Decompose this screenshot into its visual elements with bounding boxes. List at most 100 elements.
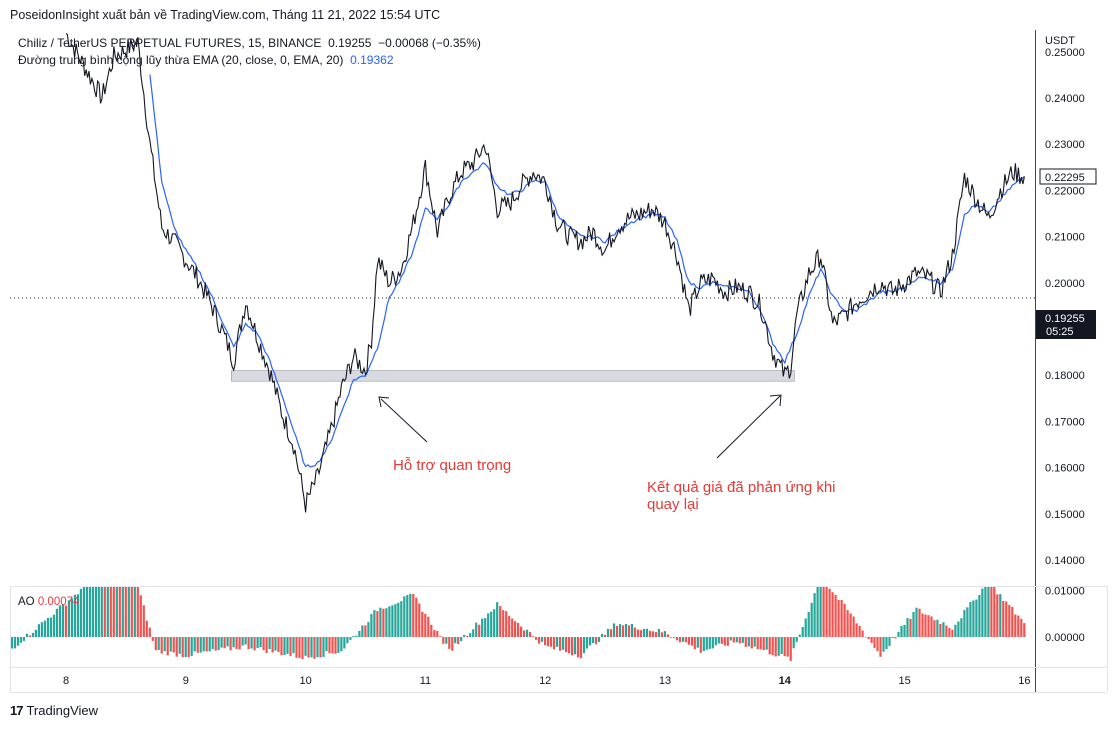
ao-bar [160, 637, 163, 654]
ao-bar [651, 631, 654, 637]
ao-bar [103, 587, 106, 637]
price-tick-0: 0.14000 [1045, 555, 1085, 567]
ao-bar [298, 637, 301, 658]
ao-bar [169, 637, 172, 652]
ao-bar [834, 594, 837, 637]
ao-axis-ticks: 0.00000 0.01000 [1045, 586, 1085, 644]
ao-bar [205, 637, 208, 652]
ao-bar [25, 633, 29, 637]
ao-bar [939, 623, 942, 637]
ao-bar [568, 637, 571, 654]
ao-bar [813, 593, 816, 637]
ao-bar [654, 632, 657, 637]
ao-bar [457, 637, 460, 644]
symbol-price: 0.19255 [328, 36, 372, 50]
ao-bar [547, 637, 550, 647]
ao-bar [352, 636, 355, 637]
ao-bar [636, 629, 639, 637]
ao-bar [394, 604, 397, 637]
ao-bar [148, 627, 151, 637]
ao-bar [798, 634, 801, 637]
tradingview-logo[interactable]: 17 TradingView [10, 703, 98, 718]
ao-bar [627, 625, 631, 637]
ao-bar [753, 637, 756, 647]
ao-bar [379, 607, 382, 637]
ao-bar [328, 637, 331, 654]
time-tick-1: 9 [183, 675, 189, 687]
ao-bar [996, 594, 999, 637]
annotation-result-line2: quay lại [647, 496, 699, 513]
ao-bar [744, 637, 747, 647]
ao-bar [172, 637, 175, 653]
ao-bar [364, 625, 367, 637]
ao-bar [1020, 618, 1023, 637]
price-tick-7: 0.21000 [1045, 232, 1085, 244]
ao-bar [687, 637, 690, 645]
price-tick-8: 0.22000 [1045, 185, 1085, 197]
ao-bar [804, 618, 807, 637]
ao-bar [633, 627, 636, 637]
publisher-line: PoseidonInsight xuất bản về TradingView.… [10, 8, 441, 22]
time-tick-8: 16 [1018, 675, 1030, 687]
symbol-legend[interactable]: Chiliz / TetherUS PERPETUAL FUTURES, 15,… [18, 36, 481, 50]
ao-bar [124, 587, 127, 637]
time-tick-0: 8 [63, 675, 69, 687]
ao-bar [493, 609, 496, 637]
ao-bar [307, 637, 310, 658]
ao-bar [603, 634, 607, 637]
ao-bar [532, 636, 535, 637]
time-tick-7: 15 [898, 675, 910, 687]
support-zone [231, 370, 795, 382]
ao-bar [882, 637, 885, 652]
ao-bar [723, 637, 726, 646]
ao-bar [289, 637, 292, 656]
ao-bar [591, 637, 595, 643]
ao-bar [145, 620, 148, 637]
ao-bar [690, 637, 693, 646]
ao-bar [612, 623, 616, 637]
ema-legend[interactable]: Đường trung bình cộng lũy thừa EMA (20, … [18, 53, 394, 67]
ao-bar [133, 587, 136, 637]
ao-legend[interactable]: AO 0.00074 [18, 596, 79, 608]
ao-bar [508, 616, 511, 637]
ao-bar [82, 587, 85, 637]
time-tick-5: 13 [659, 675, 671, 687]
ao-bar [576, 637, 580, 658]
ao-bar [672, 637, 675, 638]
ao-bar [930, 616, 933, 637]
ao-bar [388, 606, 391, 637]
ao-bar [720, 637, 723, 644]
ao-bar [11, 637, 14, 649]
ao-bar [660, 632, 663, 637]
ao-bar [115, 587, 118, 637]
ao-bar [771, 637, 774, 656]
ao-bar [541, 637, 544, 642]
ao-bar [490, 611, 493, 637]
ao-bar [166, 637, 169, 656]
ao-bar [358, 630, 361, 637]
price-tick-11: 0.25000 [1045, 47, 1085, 59]
ao-bar [223, 637, 226, 649]
ao-bar [331, 637, 334, 654]
ao-bar [466, 636, 469, 637]
ao-bar [819, 587, 822, 637]
ao-bar [400, 601, 403, 637]
ao-bar [801, 627, 804, 637]
ao-bar [846, 610, 849, 637]
ao-bar [1011, 606, 1014, 637]
ao-bar [409, 593, 412, 637]
ao-bar [220, 637, 223, 648]
ao-bar [121, 587, 124, 637]
ao-bar [945, 625, 948, 637]
ao-bar [211, 637, 214, 649]
ao-bar [196, 637, 199, 653]
ao-bar [217, 637, 220, 651]
ao-bar [469, 633, 472, 637]
ao-bar [94, 587, 97, 637]
ao-bar [750, 637, 753, 649]
ao-bar [445, 637, 448, 644]
ao-bar [163, 637, 166, 652]
annotation-result-line1: Kết quả giá đã phản ứng khi [647, 479, 836, 496]
price-axis-unit: USDT [1045, 35, 1075, 47]
